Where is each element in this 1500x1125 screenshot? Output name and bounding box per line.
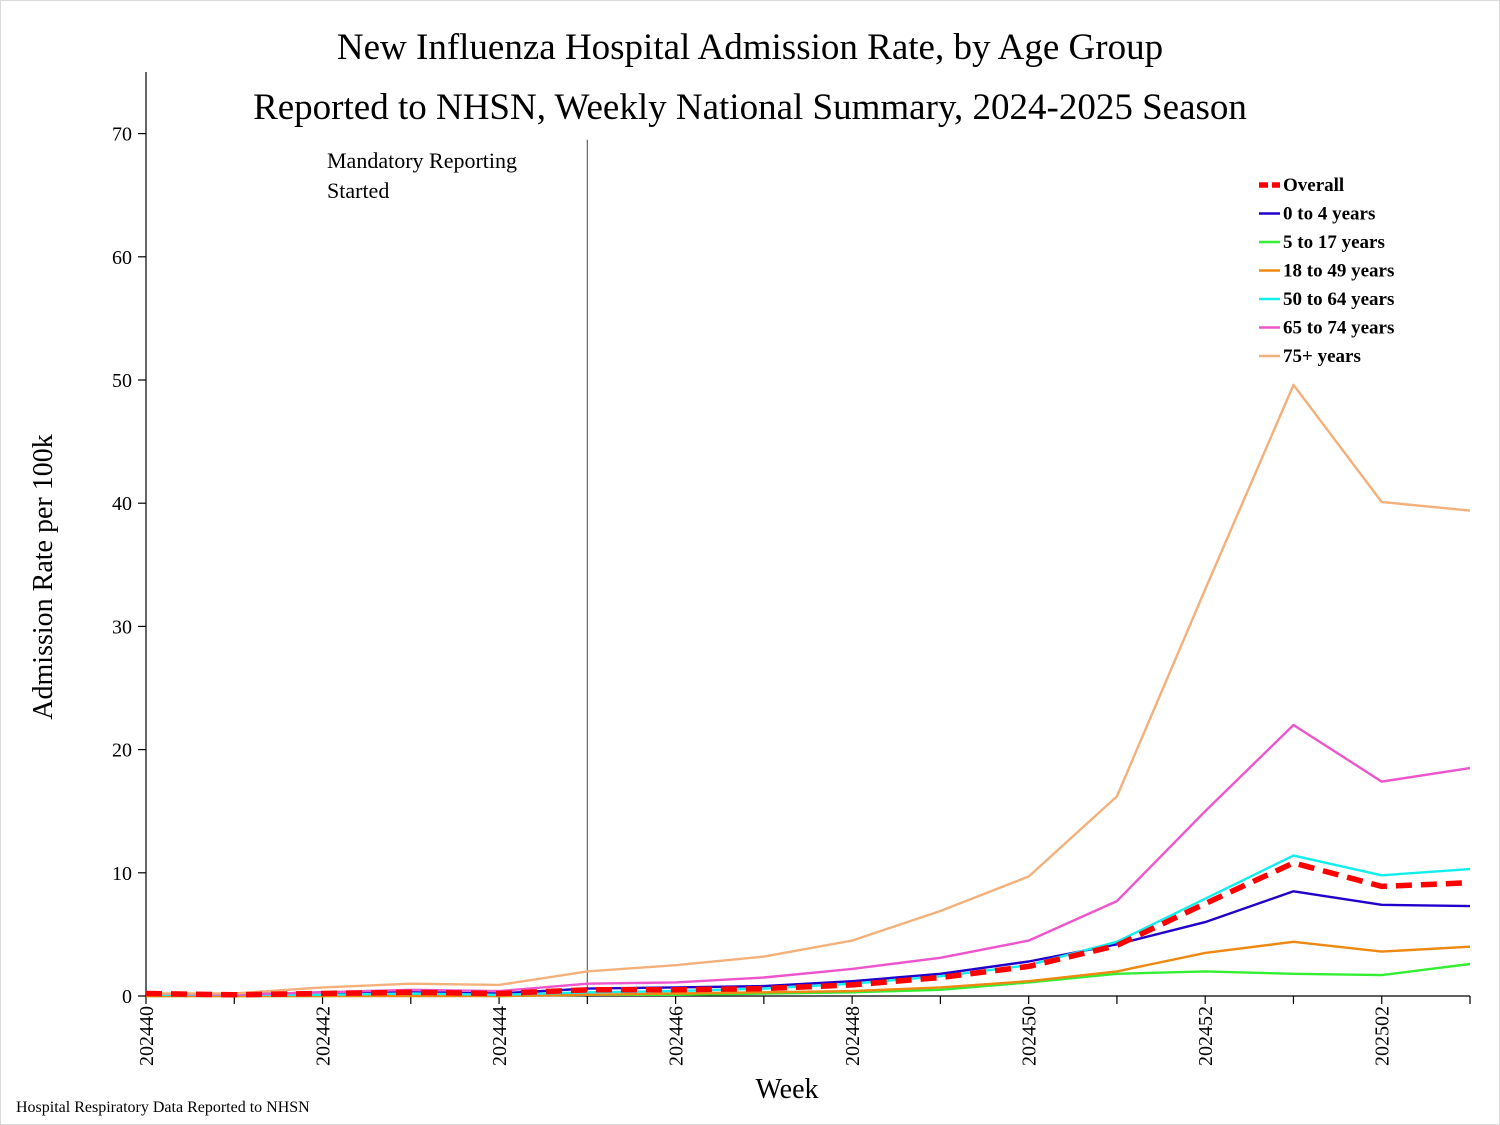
legend-label-50-to-64-years: 50 to 64 years	[1283, 289, 1394, 310]
x-tick-label: 202440	[136, 1006, 158, 1066]
y-tick-label: 70	[112, 124, 132, 146]
source-note: Hospital Respiratory Data Reported to NH…	[16, 1099, 310, 1116]
x-axis-label: Week	[755, 1074, 819, 1105]
y-tick-label: 50	[112, 370, 132, 392]
x-tick-label: 202452	[1195, 1006, 1217, 1066]
legend-label-5-to-17-years: 5 to 17 years	[1283, 232, 1385, 253]
x-tick-label: 202444	[489, 1006, 511, 1066]
y-tick-label: 60	[112, 247, 132, 269]
y-tick-label: 30	[112, 616, 132, 638]
series-line-65-to-74-years	[145, 723, 1471, 996]
legend-label-18-to-49-years: 18 to 49 years	[1283, 261, 1394, 282]
series-line-18-to-49-years	[146, 940, 1471, 998]
legend-label-0-to-4-years: 0 to 4 years	[1283, 204, 1375, 225]
chart-subtitle: Reported to NHSN, Weekly National Summar…	[253, 87, 1247, 128]
y-tick-label: 0	[122, 986, 132, 1008]
chart-title: New Influenza Hospital Admission Rate, b…	[336, 27, 1164, 68]
annotation-text-line2: Started	[327, 178, 389, 203]
x-tick-label: 202502	[1372, 1006, 1394, 1066]
legend-label-65-to-74-years: 65 to 74 years	[1283, 318, 1394, 339]
series-line-0-to-4-years	[146, 890, 1471, 996]
x-tick-label: 202448	[842, 1006, 864, 1066]
y-tick-label: 40	[112, 493, 132, 515]
y-tick-label: 20	[112, 740, 132, 762]
series-line-75plus-years	[146, 383, 1471, 995]
annotation-text-line1: Mandatory Reporting	[327, 148, 517, 173]
legend-label-overall: Overall	[1283, 175, 1344, 196]
x-tick-label: 202450	[1019, 1006, 1041, 1066]
legend-label-75plus-years: 75+ years	[1283, 346, 1361, 367]
x-tick-label: 202446	[666, 1006, 688, 1066]
series-line-overall	[145, 860, 1471, 998]
x-tick-label: 202442	[313, 1006, 335, 1066]
y-tick-label: 10	[112, 863, 132, 885]
